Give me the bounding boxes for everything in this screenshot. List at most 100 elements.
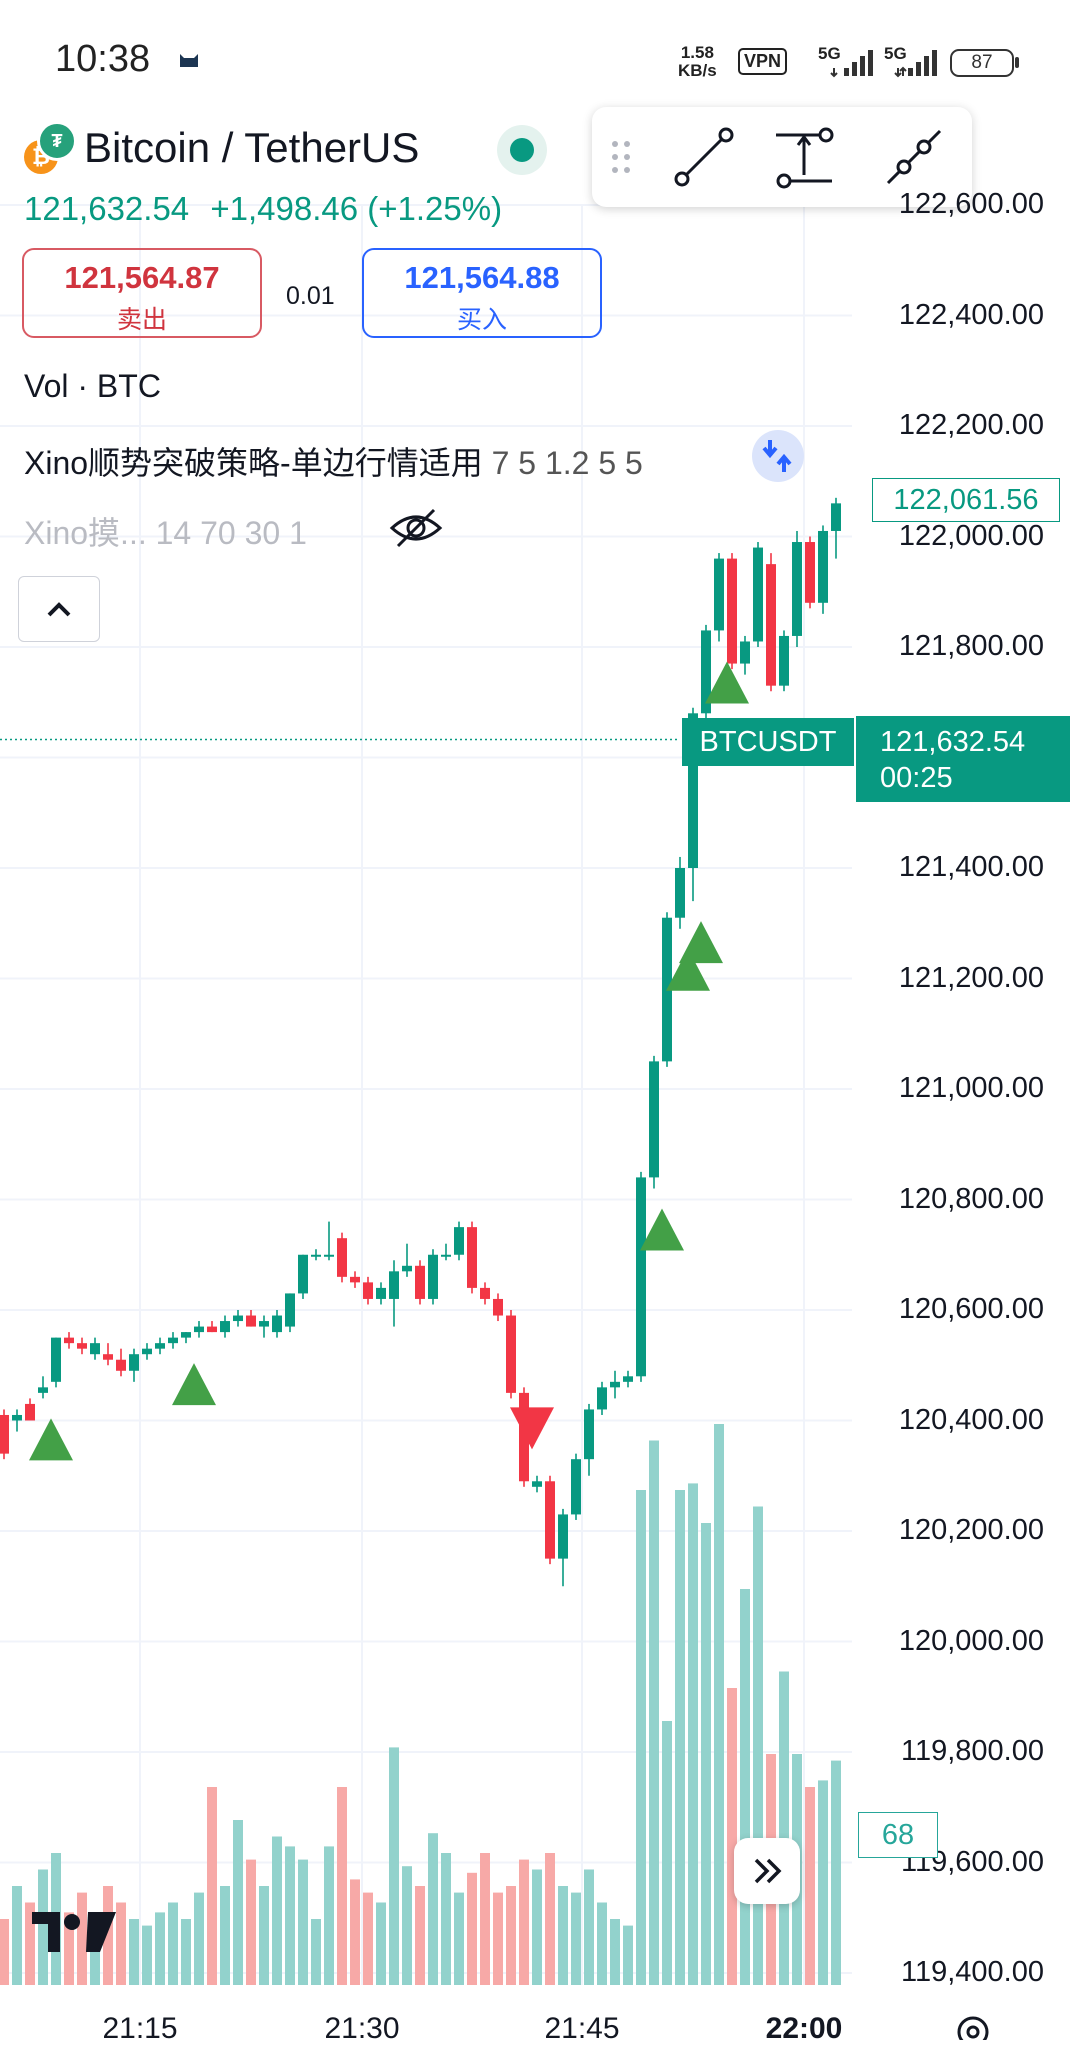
- volume-bar: [155, 1912, 165, 1985]
- volume-value-tag: 68: [858, 1812, 938, 1858]
- price-tick: 120,400.00: [898, 1403, 1044, 1436]
- vpn-badge: VPN: [738, 48, 788, 75]
- candle-body: [77, 1343, 87, 1349]
- candle-body: [779, 635, 789, 686]
- settings-gear-icon[interactable]: [952, 2010, 994, 2040]
- candle-body: [636, 1177, 646, 1377]
- vertical-measure-icon[interactable]: [772, 125, 836, 189]
- volume-bar: [506, 1886, 516, 1985]
- candle-body: [753, 547, 763, 642]
- candle-body: [181, 1332, 191, 1338]
- swap-arrows-icon[interactable]: [752, 430, 804, 482]
- volume-bar: [77, 1892, 87, 1985]
- eye-hidden-icon[interactable]: [388, 506, 444, 550]
- high-price-tag: 122,061.56: [872, 478, 1060, 522]
- buy-signal-marker: [705, 661, 749, 704]
- time-tick: 21:15: [102, 2012, 178, 2045]
- battery-indicator: 87: [950, 49, 1014, 77]
- candle-body: [545, 1481, 555, 1559]
- candle-body: [415, 1265, 425, 1299]
- sell-label: 卖出: [116, 306, 167, 334]
- candle-body: [714, 558, 724, 631]
- candle-body: [311, 1254, 321, 1257]
- volume-bar: [181, 1919, 191, 1985]
- hidden-indicator-label[interactable]: Xino摸... 14 70 30 1: [24, 508, 307, 554]
- volume-bar: [207, 1787, 217, 1985]
- price-tick: 121,400.00: [898, 851, 1044, 883]
- tradingview-logo-icon[interactable]: [30, 1910, 118, 1956]
- volume-bar: [259, 1886, 269, 1985]
- candle-body: [285, 1293, 295, 1327]
- symbol-title[interactable]: Bitcoin / TetherUS: [84, 124, 420, 171]
- price-tick: 122,200.00: [898, 409, 1044, 441]
- candle-body: [298, 1254, 308, 1294]
- volume-bar: [584, 1869, 594, 1985]
- sell-button[interactable]: 121,564.87 卖出: [22, 248, 262, 338]
- volume-bar: [740, 1589, 750, 1985]
- volume-bar: [753, 1506, 763, 1985]
- candle-body: [441, 1254, 451, 1257]
- volume-bar: [441, 1853, 451, 1985]
- candle-body: [142, 1348, 152, 1355]
- candle-body: [51, 1337, 61, 1382]
- network-speed-value: 1.58: [680, 43, 714, 62]
- volume-bar: [818, 1780, 828, 1985]
- volume-bar: [701, 1523, 711, 1985]
- signal-1-label: 5G: [818, 44, 841, 63]
- symbol-price-label: BTCUSDT: [682, 718, 854, 766]
- price-tick: 120,600.00: [898, 1293, 1044, 1325]
- scroll-to-realtime-button[interactable]: [734, 1838, 800, 1904]
- volume-bar: [480, 1853, 490, 1985]
- volume-bar: [194, 1892, 204, 1985]
- sell-price: 121,564.87: [64, 260, 220, 295]
- candle-body: [519, 1392, 529, 1482]
- candle-body: [207, 1326, 217, 1333]
- candle-body: [454, 1227, 464, 1255]
- candle-body: [220, 1321, 230, 1333]
- market-open-status-icon[interactable]: [497, 125, 547, 175]
- trend-line-icon[interactable]: [672, 125, 736, 189]
- buy-button[interactable]: 121,564.88 买入: [362, 248, 602, 338]
- strategy-indicator-label[interactable]: Xino顺势突破策略-单边行情适用 7 5 1.2 5 5: [24, 438, 643, 484]
- volume-indicator-label[interactable]: Vol · BTC: [24, 368, 161, 404]
- candle-body: [675, 868, 685, 918]
- time-tick: 21:45: [544, 2012, 620, 2045]
- candle-body: [805, 542, 815, 603]
- volume-bar: [285, 1846, 295, 1985]
- signal-strength-2: 5G: [884, 44, 946, 78]
- candle-body: [649, 1061, 659, 1178]
- price-tick: 121,000.00: [898, 1072, 1044, 1104]
- volume-bar: [545, 1853, 555, 1985]
- drawing-toolbar: [592, 107, 972, 207]
- volume-bar: [389, 1747, 399, 1985]
- path-line-icon[interactable]: [882, 125, 946, 189]
- volume-bar: [337, 1787, 347, 1985]
- volume-bar: [103, 1886, 113, 1985]
- price-tick: 119,800.00: [901, 1735, 1044, 1767]
- collapse-legend-button[interactable]: [18, 576, 100, 642]
- candle-body: [194, 1326, 204, 1333]
- volume-bar: [662, 1721, 672, 1985]
- candle-body: [740, 641, 750, 664]
- candle-body: [831, 503, 841, 531]
- candle-body: [0, 1414, 9, 1454]
- candle-body: [129, 1354, 139, 1371]
- candle-body: [688, 713, 698, 868]
- volume-bar: [64, 1912, 74, 1985]
- price-change-percent: (+1.25%): [367, 190, 503, 227]
- network-speed-unit: KB/s: [678, 61, 717, 80]
- volume-bar: [428, 1833, 438, 1985]
- candle-body: [389, 1271, 399, 1299]
- candle-body: [610, 1381, 620, 1388]
- hidden-indicator-name: Xino摸...: [24, 515, 147, 551]
- candle-body: [597, 1387, 607, 1410]
- price-tick: 120,200.00: [898, 1514, 1044, 1546]
- drag-handle-icon[interactable]: [610, 139, 634, 175]
- volume-bar: [246, 1859, 256, 1985]
- volume-bar: [636, 1490, 646, 1985]
- candle-body: [64, 1337, 74, 1344]
- price-summary: 121,632.54 +1,498.46 (+1.25%): [24, 190, 502, 228]
- candle-body: [584, 1409, 594, 1460]
- network-speed: 1.58 KB/s: [678, 44, 717, 80]
